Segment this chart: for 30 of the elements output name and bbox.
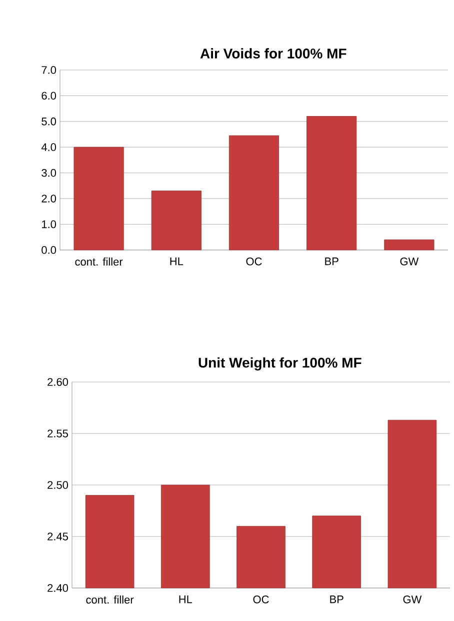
x-tick-label: GW <box>400 258 419 266</box>
y-tick-label: 2.45 <box>48 532 68 540</box>
y-tick-label: 5.0 <box>42 118 56 126</box>
x-tick-label: HL <box>170 258 184 266</box>
x-tick-label: cont. filler <box>86 596 134 604</box>
x-tick-label: BP <box>325 258 338 266</box>
y-tick-label: 2.50 <box>48 481 68 489</box>
bar <box>151 190 202 250</box>
bar <box>384 240 434 250</box>
x-tick-label: BP <box>330 596 344 604</box>
bar <box>306 116 357 250</box>
y-tick-label: 2.40 <box>48 584 68 592</box>
y-tick-label: 2.0 <box>42 194 56 202</box>
x-tick-label: OC <box>246 258 262 266</box>
x-tick-label: GW <box>403 596 422 604</box>
bar <box>228 135 280 250</box>
y-tick-label: 2.60 <box>48 378 68 386</box>
bar <box>74 146 124 250</box>
chart-title: Unit Weight for 100% MF <box>198 357 362 370</box>
y-tick-label: 4.0 <box>41 143 56 152</box>
y-tick-label: 6.0 <box>42 92 56 100</box>
y-tick-label: 7.0 <box>42 66 56 74</box>
x-tick-label: HL <box>179 596 192 604</box>
x-tick-label: OC <box>253 596 269 604</box>
y-tick-label: 0.0 <box>42 246 56 254</box>
y-tick-label: 2.55 <box>48 430 68 438</box>
x-tick-label: cont. filler <box>75 258 123 266</box>
y-tick-label: 1.0 <box>42 220 56 228</box>
y-tick-label: 3.0 <box>42 168 56 177</box>
chart-title: Air Voids for 100% MF <box>200 48 346 58</box>
